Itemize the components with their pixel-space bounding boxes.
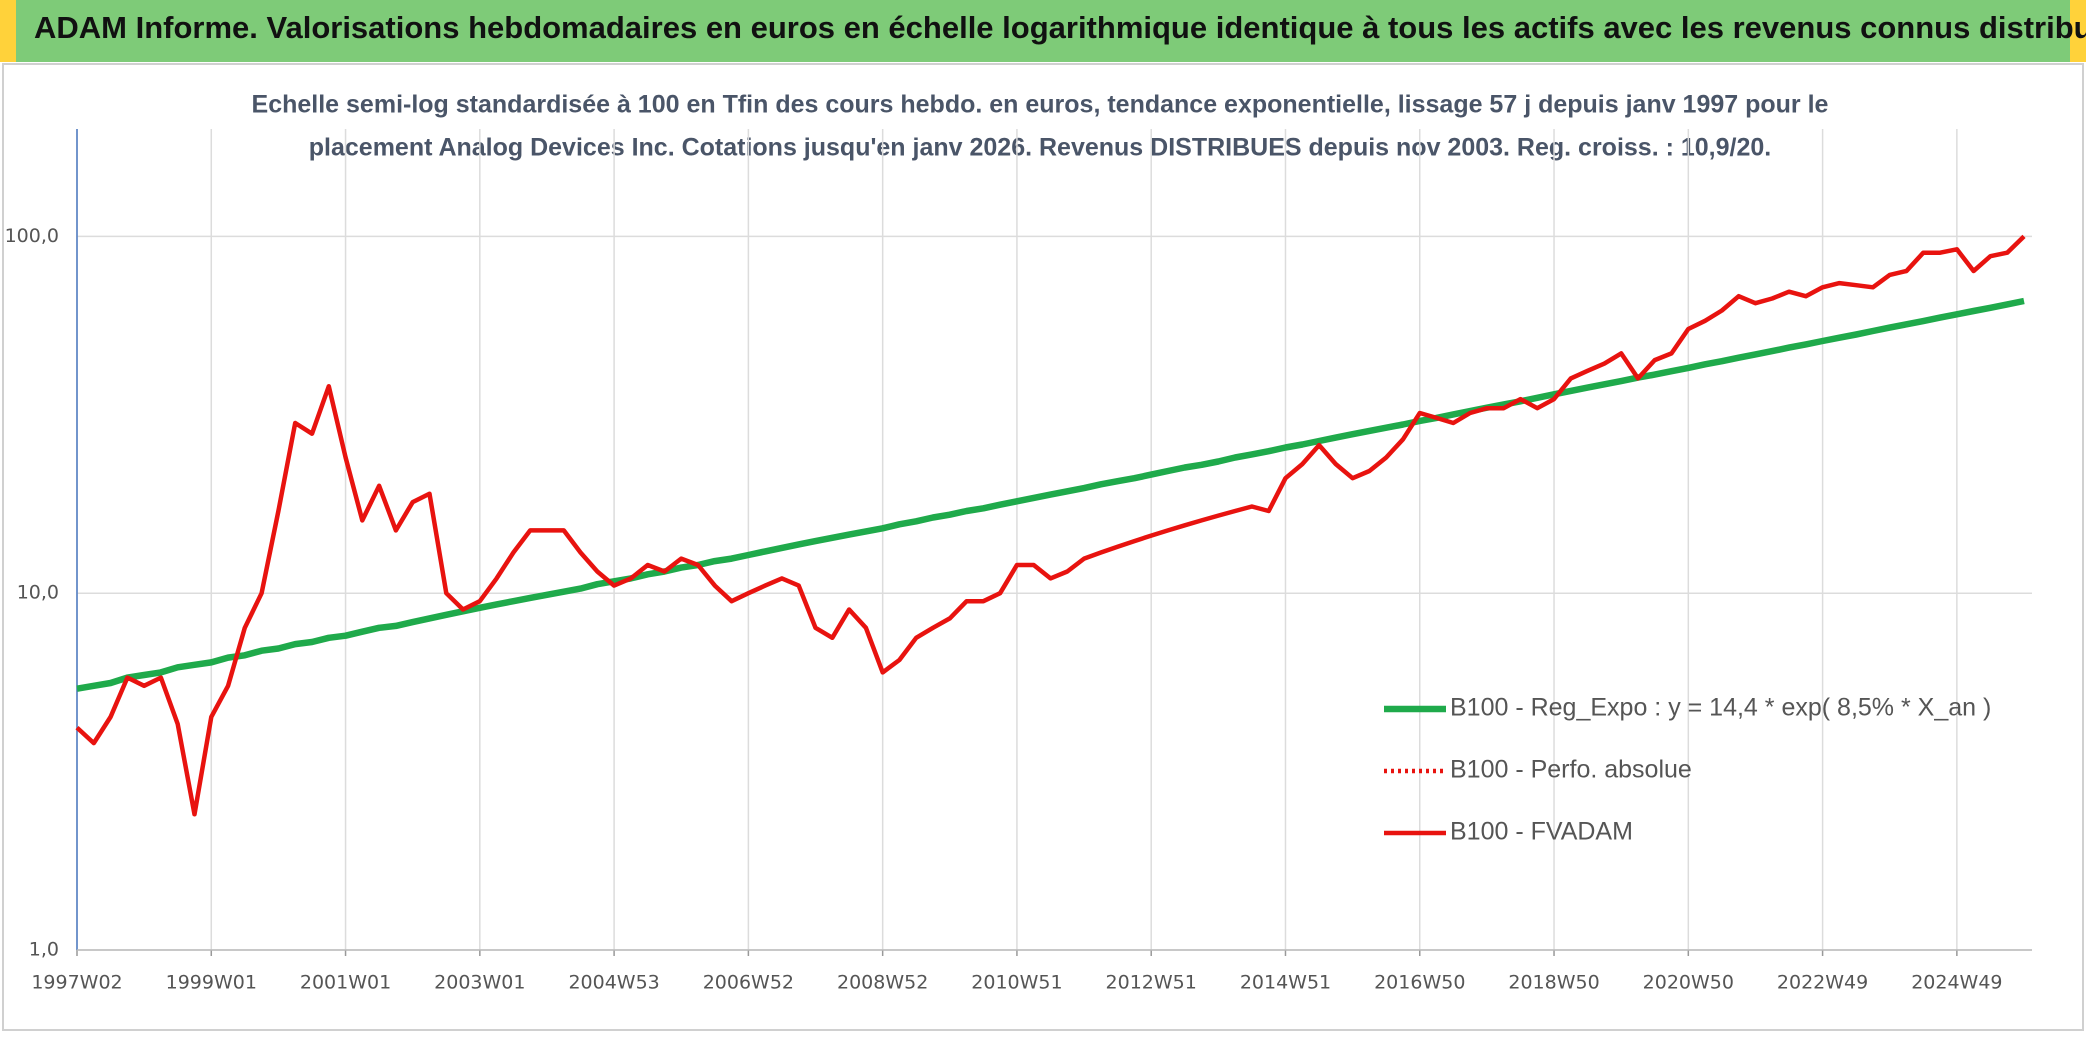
y-tick-label: 1,0 bbox=[29, 939, 59, 961]
x-tick-label: 2001W01 bbox=[300, 972, 391, 994]
x-tick-label: 1997W02 bbox=[31, 972, 122, 994]
legend-label: B100 - Reg_Expo : y = 14,4 * exp( 8,5% *… bbox=[1450, 694, 1991, 722]
chart-subtitle: Echelle semi-log standardisée à 100 en T… bbox=[252, 91, 1829, 119]
x-tick-label: 2022W49 bbox=[1777, 972, 1868, 994]
x-tick-label: 1999W01 bbox=[166, 972, 257, 994]
x-tick-label: 2003W01 bbox=[434, 972, 525, 994]
data-line bbox=[76, 297, 2025, 692]
data-line bbox=[75, 234, 2026, 817]
x-tick-label: 2004W53 bbox=[568, 972, 659, 994]
header-band bbox=[16, 0, 2070, 62]
x-tick-label: 2020W50 bbox=[1643, 972, 1734, 994]
x-tick-label: 2016W50 bbox=[1374, 972, 1465, 994]
legend-label: B100 - Perfo. absolue bbox=[1450, 756, 1692, 784]
x-tick-label: 2012W51 bbox=[1106, 972, 1197, 994]
plot-area: 1,0 10,0 100,0 1997W02 1999W01 2001W01 2003W01… bbox=[5, 129, 2032, 994]
header-title: ADAM Informe. Valorisations hebdomadaire… bbox=[34, 10, 2086, 45]
y-tick-label: 100,0 bbox=[5, 225, 59, 247]
x-tick-label: 2014W51 bbox=[1240, 972, 1331, 994]
legend-label: B100 - FVADAM bbox=[1450, 818, 1633, 846]
x-tick-label: 2018W50 bbox=[1508, 972, 1599, 994]
y-tick-label: 10,0 bbox=[17, 582, 59, 604]
x-tick-label: 2010W51 bbox=[971, 972, 1062, 994]
x-tick-label: 2024W49 bbox=[1911, 972, 2002, 994]
chart-subtitle: placement Analog Devices Inc. Cotations … bbox=[309, 134, 1771, 162]
x-tick-label: 2008W52 bbox=[837, 972, 928, 994]
x-tick-label: 2006W52 bbox=[703, 972, 794, 994]
chart-frame bbox=[2, 63, 2084, 1031]
